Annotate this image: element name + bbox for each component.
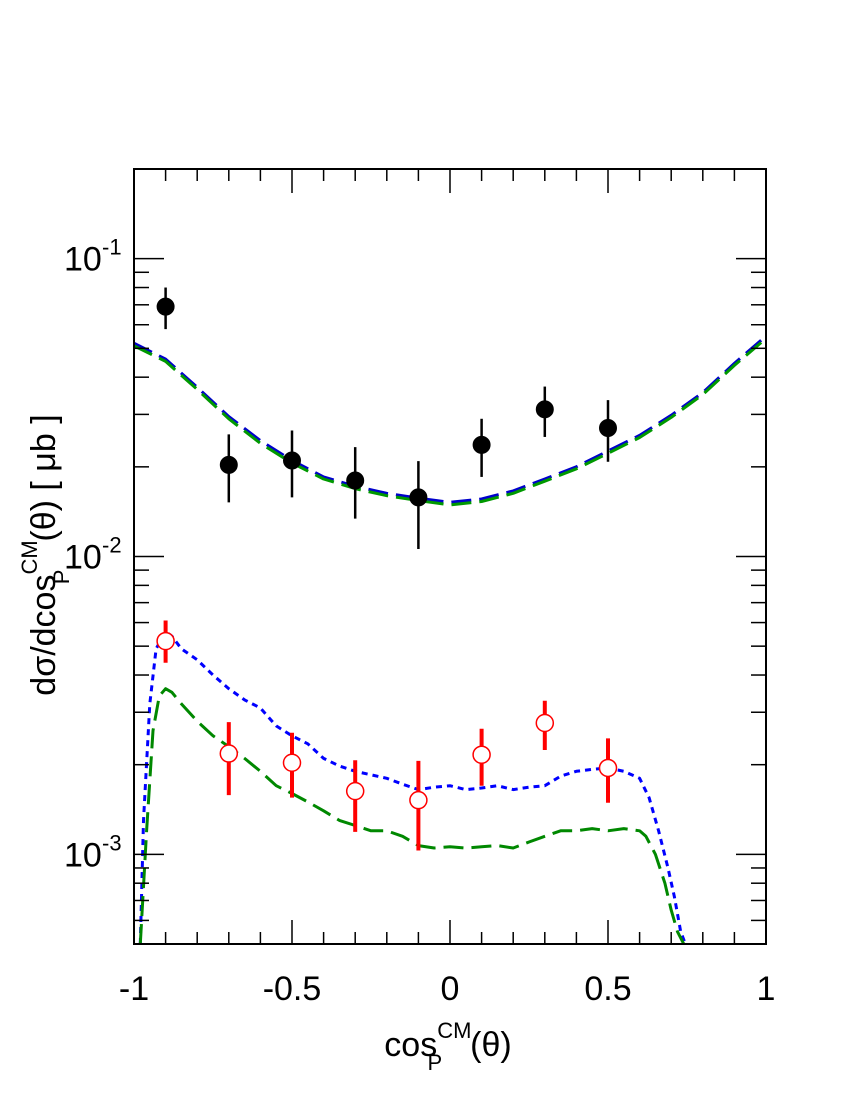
data-point-filled: [535, 400, 554, 419]
plot-frame: [133, 168, 767, 945]
x-tick-label: 0: [441, 970, 460, 1008]
x-tick-label: 0.5: [584, 970, 631, 1008]
data-point-filled: [219, 455, 238, 474]
y-tick-label: 10: [64, 241, 102, 279]
data-point-open: [156, 631, 175, 651]
curve-2: [134, 334, 766, 504]
data-point-filled: [409, 488, 428, 507]
data-point-filled: [472, 435, 491, 454]
data-point-open: [219, 744, 239, 763]
curve-3: [134, 337, 766, 507]
x-tick-label: 1: [757, 970, 776, 1008]
series-layer: [134, 334, 766, 944]
data-point-open: [535, 713, 555, 733]
y-tick-exponent: -2: [102, 533, 122, 558]
data-point-filled: [346, 471, 365, 490]
data-point-open: [598, 758, 618, 778]
x-axis-title: cosCM P (θ): [384, 1018, 511, 1075]
x-tick-label: -1: [119, 970, 149, 1008]
curve-5: [138, 687, 686, 944]
data-point-open: [409, 790, 428, 810]
data-point-filled: [283, 451, 301, 470]
points-layer: [156, 287, 618, 851]
tick-layer: -1 -0.5 0 0.5 110-310-210-1: [64, 168, 776, 1008]
curve-4: [138, 630, 687, 944]
data-point-open: [282, 753, 302, 773]
y-tick-label: 10: [64, 836, 102, 874]
y-tick-label: 10: [64, 539, 102, 577]
data-point-open: [345, 781, 365, 801]
y-axis-title: dσ/dcosCMP(θ) [ μb ]: [17, 414, 74, 695]
y-tick-exponent: -3: [102, 830, 122, 855]
data-point-filled: [599, 419, 617, 438]
data-point-filled: [156, 297, 175, 316]
y-tick-exponent: -1: [102, 235, 122, 260]
data-point-open: [472, 745, 491, 764]
x-tick-label: -0.5: [263, 970, 322, 1008]
